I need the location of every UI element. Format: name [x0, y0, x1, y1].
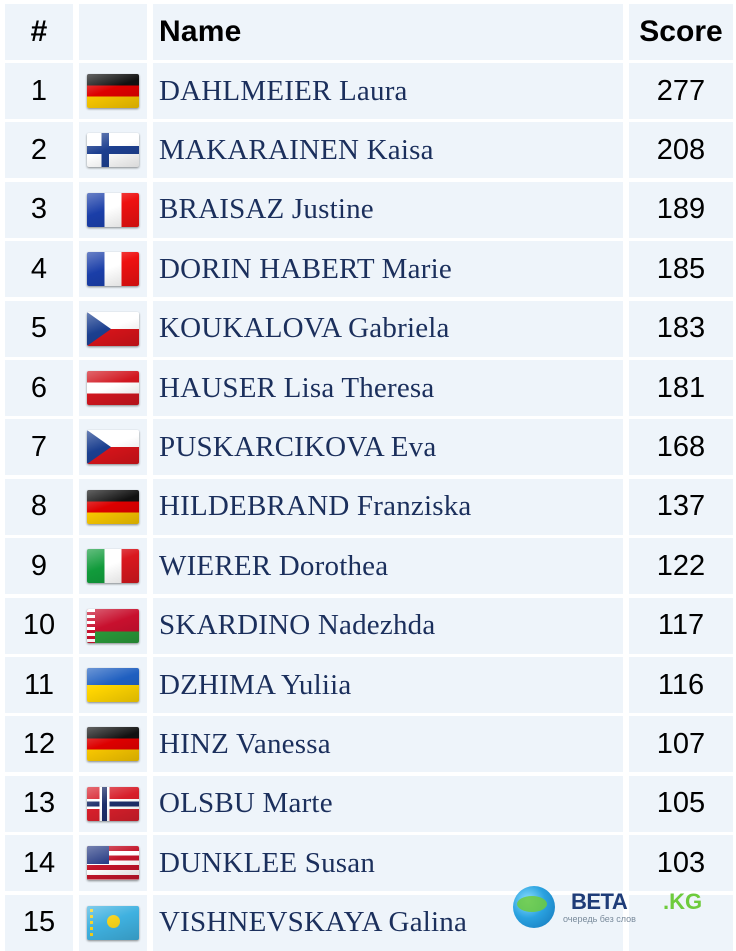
name-column-header[interactable]: Name — [153, 4, 623, 60]
athlete-name-link[interactable]: HINZ Vanessa — [153, 716, 623, 773]
flag-cell — [79, 597, 147, 654]
table-row[interactable]: 10 SKARDINO Nadezhda 117 — [0, 597, 736, 654]
score-cell: 116 — [629, 657, 733, 713]
watermark-brand: BETA — [571, 889, 628, 914]
athlete-name-link[interactable]: OLSBU Marte — [153, 775, 623, 832]
table-row[interactable]: 13 OLSBU Marte 105 — [0, 775, 736, 832]
athlete-name-link[interactable]: HILDEBRAND Franziska — [153, 478, 623, 535]
athlete-name-link[interactable]: DAHLMEIER Laura — [153, 63, 623, 119]
rank-cell: 7 — [5, 419, 73, 476]
rank-cell: 15 — [5, 894, 73, 951]
flag-cell — [79, 775, 147, 832]
flag-cell — [79, 478, 147, 535]
score-cell: 117 — [629, 597, 733, 654]
table-row[interactable]: 12 HINZ Vanessa 107 — [0, 716, 736, 773]
athlete-name-link[interactable]: DUNKLEE Susan — [153, 835, 623, 892]
globe-icon — [513, 886, 555, 928]
flag-cell — [79, 419, 147, 476]
france-flag-icon — [87, 192, 139, 227]
flag-cell — [79, 181, 147, 238]
rank-cell: 10 — [5, 597, 73, 654]
score-cell: 122 — [629, 538, 733, 595]
flag-cell — [79, 63, 147, 119]
athlete-name-link[interactable]: PUSKARCIKOVA Eva — [153, 419, 623, 476]
score-cell: 137 — [629, 478, 733, 535]
rank-cell: 3 — [5, 181, 73, 238]
rank-cell: 13 — [5, 775, 73, 832]
score-cell: 107 — [629, 716, 733, 773]
athlete-name-link[interactable]: KOUKALOVA Gabriela — [153, 300, 623, 357]
rank-cell: 9 — [5, 538, 73, 595]
kazakhstan-flag-icon — [87, 905, 139, 940]
flag-cell — [79, 657, 147, 713]
table-row[interactable]: 6 HAUSER Lisa Theresa 181 — [0, 360, 736, 416]
rank-cell: 6 — [5, 360, 73, 416]
flag-cell — [79, 716, 147, 773]
score-cell: 189 — [629, 181, 733, 238]
flag-cell — [79, 894, 147, 951]
ukraine-flag-icon — [87, 668, 139, 702]
flag-cell — [79, 360, 147, 416]
athlete-name-link[interactable]: DORIN HABERT Marie — [153, 241, 623, 298]
rank-cell: 8 — [5, 478, 73, 535]
germany-flag-icon — [87, 489, 139, 524]
table-row[interactable]: 4 DORIN HABERT Marie 185 — [0, 241, 736, 298]
flag-column-header — [79, 4, 147, 60]
czech-republic-flag-icon — [87, 430, 139, 465]
watermark-suffix: .KG — [663, 889, 703, 914]
austria-flag-icon — [87, 371, 139, 405]
athlete-name-link[interactable]: WIERER Dorothea — [153, 538, 623, 595]
flag-cell — [79, 538, 147, 595]
score-column-header[interactable]: Score — [629, 4, 733, 60]
score-cell: 181 — [629, 360, 733, 416]
germany-flag-icon — [87, 727, 139, 762]
rank-cell: 1 — [5, 63, 73, 119]
italy-flag-icon — [87, 549, 139, 584]
rank-cell: 4 — [5, 241, 73, 298]
table-row[interactable]: 9 WIERER Dorothea 122 — [0, 538, 736, 595]
rank-cell: 5 — [5, 300, 73, 357]
score-cell: 105 — [629, 775, 733, 832]
rank-cell: 11 — [5, 657, 73, 713]
score-cell: 183 — [629, 300, 733, 357]
athlete-name-link[interactable]: SKARDINO Nadezhda — [153, 597, 623, 654]
table-row[interactable]: 11 DZHIMA Yuliia 116 — [0, 657, 736, 713]
belarus-flag-icon — [87, 608, 139, 643]
score-cell: 208 — [629, 122, 733, 179]
norway-flag-icon — [87, 786, 139, 821]
rank-cell: 14 — [5, 835, 73, 892]
usa-flag-icon — [87, 846, 139, 881]
czech-republic-flag-icon — [87, 311, 139, 346]
table-header-row: # Name Score — [0, 4, 736, 60]
score-cell: 168 — [629, 419, 733, 476]
table-row[interactable]: 14 DUNKLEE Susan 103 — [0, 835, 736, 892]
flag-cell — [79, 300, 147, 357]
athlete-name-link[interactable]: BRAISAZ Justine — [153, 181, 623, 238]
germany-flag-icon — [87, 74, 139, 108]
table-row[interactable]: 7 PUSKARCIKOVA Eva 168 — [0, 419, 736, 476]
score-cell: 277 — [629, 63, 733, 119]
table-row[interactable]: 5 KOUKALOVA Gabriela 183 — [0, 300, 736, 357]
rank-column-header[interactable]: # — [5, 4, 73, 60]
table-row[interactable]: 2 MAKARAINEN Kaisa 208 — [0, 122, 736, 179]
flag-cell — [79, 241, 147, 298]
rank-cell: 2 — [5, 122, 73, 179]
athlete-name-link[interactable]: DZHIMA Yuliia — [153, 657, 623, 713]
watermark-logo: BETA .KG очередь без слов — [513, 882, 728, 932]
flag-cell — [79, 835, 147, 892]
rank-cell: 12 — [5, 716, 73, 773]
france-flag-icon — [87, 252, 139, 287]
table-row[interactable]: 8 HILDEBRAND Franziska 137 — [0, 478, 736, 535]
score-cell: 185 — [629, 241, 733, 298]
table-row[interactable]: 3 BRAISAZ Justine 189 — [0, 181, 736, 238]
flag-cell — [79, 122, 147, 179]
athlete-name-link[interactable]: MAKARAINEN Kaisa — [153, 122, 623, 179]
watermark-tagline: очередь без слов — [563, 914, 636, 924]
table-row[interactable]: 1 DAHLMEIER Laura 277 — [0, 63, 736, 119]
finland-flag-icon — [87, 133, 139, 168]
score-cell: 103 — [629, 835, 733, 892]
athlete-name-link[interactable]: HAUSER Lisa Theresa — [153, 360, 623, 416]
